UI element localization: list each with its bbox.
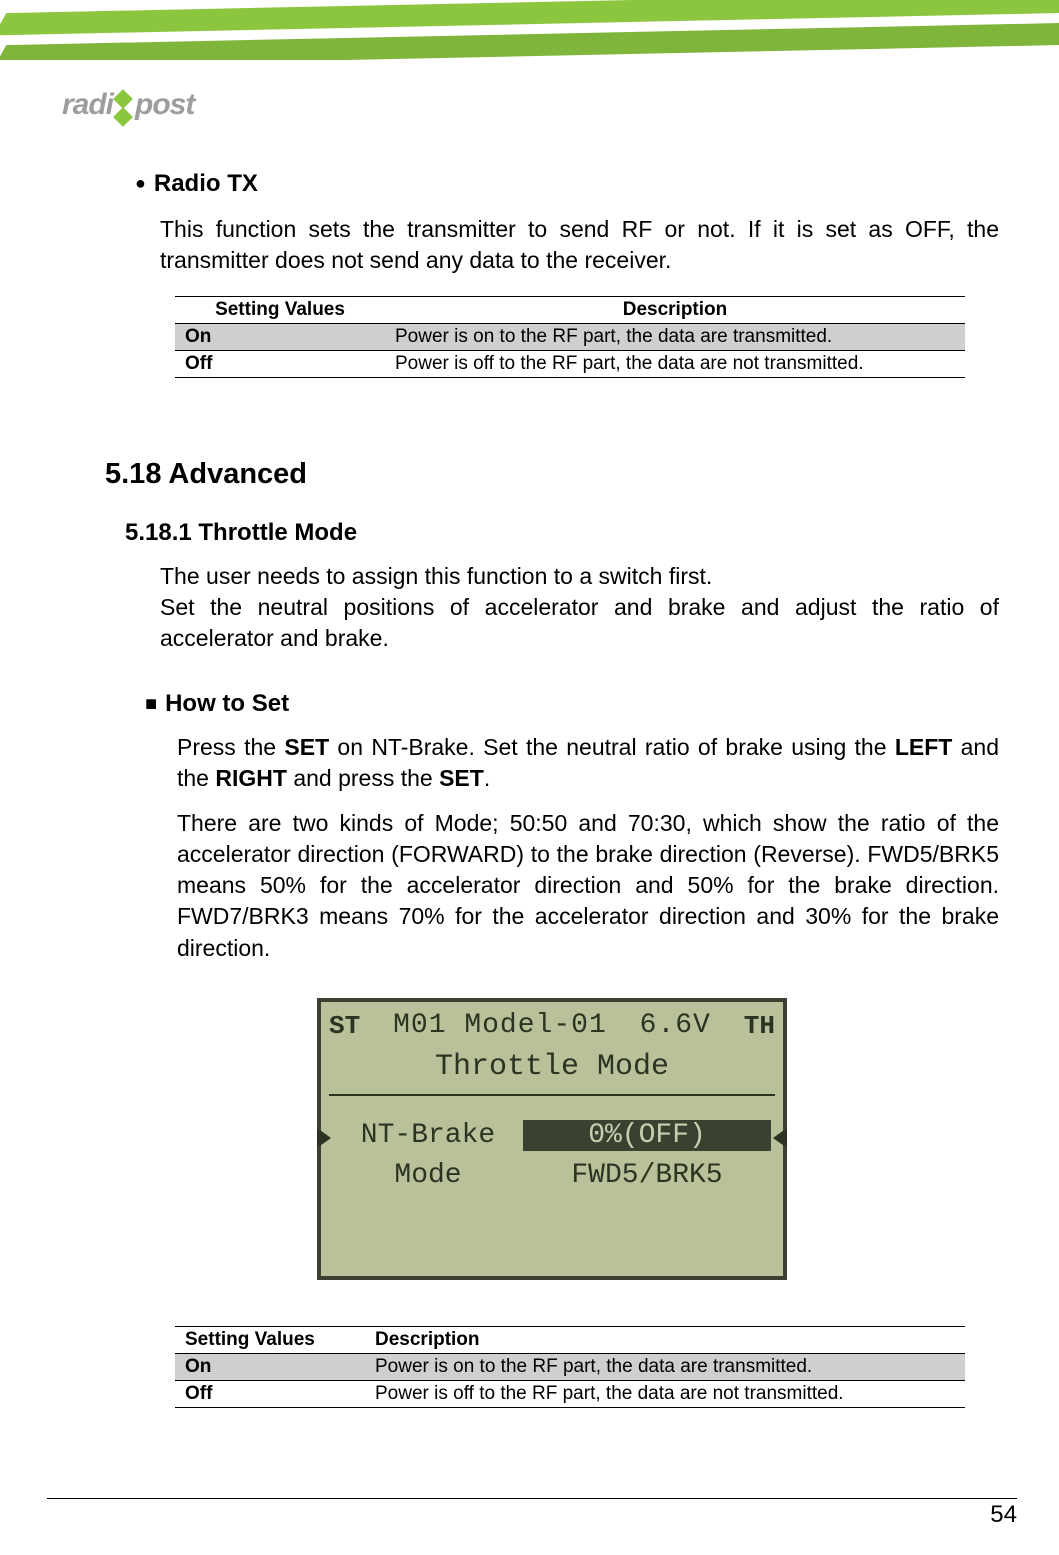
paragraph-how-to-set-1: Press the SET on NT-Brake. Set the neutr… xyxy=(177,732,999,794)
cell-desc: Power is off to the RF part, the data ar… xyxy=(385,351,965,378)
table-row: Setting Values Description xyxy=(175,1326,965,1353)
lcd-model-label: M01 Model-01 xyxy=(393,1010,607,1041)
lcd-row-label: NT-Brake xyxy=(333,1120,523,1151)
lcd-screen: ST M01 Model-01 6.6V TH Throttle Mode NT… xyxy=(317,998,787,1280)
kw-set: SET xyxy=(284,734,329,760)
brand-logo: radi post xyxy=(62,88,194,122)
cell-value: Off xyxy=(175,1380,365,1407)
table-row: Off Power is off to the RF part, the dat… xyxy=(175,1380,965,1407)
heading-how-to-set: How to Set xyxy=(145,690,999,718)
text: Press the xyxy=(177,734,284,760)
cell-desc: Power is off to the RF part, the data ar… xyxy=(365,1380,965,1407)
text: . xyxy=(484,765,490,791)
logo-text-right: post xyxy=(135,88,194,122)
text: and press the xyxy=(287,765,439,791)
heading-advanced: 5.18 Advanced xyxy=(105,458,999,491)
lcd-title: Throttle Mode xyxy=(329,1050,775,1084)
table-header-setting-values: Setting Values xyxy=(175,1326,365,1353)
table-header-setting-values: Setting Values xyxy=(175,297,385,324)
logo-mark-icon xyxy=(114,96,134,122)
lcd-row-value: FWD5/BRK5 xyxy=(523,1160,771,1191)
table-radio-tx: Setting Values Description On Power is o… xyxy=(175,296,965,378)
kw-left: LEFT xyxy=(895,734,953,760)
logo-text-left: radi xyxy=(62,88,113,122)
page-number: 54 xyxy=(47,1498,1017,1529)
cell-desc: Power is on to the RF part, the data are… xyxy=(385,324,965,351)
table-header-description: Description xyxy=(365,1326,965,1353)
page-content: Radio TX This function sets the transmit… xyxy=(105,170,999,1408)
table-header-description: Description xyxy=(385,297,965,324)
lcd-row-label: Mode xyxy=(333,1160,523,1191)
lcd-row-nt-brake: NT-Brake 0%(OFF) xyxy=(321,1116,783,1156)
paragraph-throttle-intro-1: The user needs to assign this function t… xyxy=(160,561,999,592)
lcd-screenshot: ST M01 Model-01 6.6V TH Throttle Mode NT… xyxy=(317,998,787,1280)
lcd-st-label: ST xyxy=(329,1011,360,1041)
paragraph-radio-tx: This function sets the transmitter to se… xyxy=(160,214,999,276)
heading-throttle-mode: 5.18.1 Throttle Mode xyxy=(125,519,999,547)
table-throttle-mode: Setting Values Description On Power is o… xyxy=(175,1326,965,1408)
lcd-row-value: 0%(OFF) xyxy=(523,1120,771,1151)
cell-desc: Power is on to the RF part, the data are… xyxy=(365,1353,965,1380)
header-stripes xyxy=(0,0,1059,60)
cell-value: Off xyxy=(175,351,385,378)
table-row: On Power is on to the RF part, the data … xyxy=(175,1353,965,1380)
heading-radio-tx: Radio TX xyxy=(135,170,999,198)
paragraph-how-to-set-2: There are two kinds of Mode; 50:50 and 7… xyxy=(177,808,999,963)
lcd-row-mode: Mode FWD5/BRK5 xyxy=(321,1156,783,1196)
kw-set: SET xyxy=(439,765,484,791)
lcd-voltage-label: 6.6V xyxy=(640,1010,711,1041)
cell-value: On xyxy=(175,1353,365,1380)
text: on NT-Brake. Set the neutral ratio of br… xyxy=(329,734,895,760)
kw-right: RIGHT xyxy=(215,765,287,791)
table-row: Setting Values Description xyxy=(175,297,965,324)
lcd-th-label: TH xyxy=(744,1011,775,1041)
cell-value: On xyxy=(175,324,385,351)
table-row: On Power is on to the RF part, the data … xyxy=(175,324,965,351)
paragraph-throttle-intro-2: Set the neutral positions of accelerator… xyxy=(160,592,999,654)
table-row: Off Power is off to the RF part, the dat… xyxy=(175,351,965,378)
lcd-divider xyxy=(329,1094,775,1096)
